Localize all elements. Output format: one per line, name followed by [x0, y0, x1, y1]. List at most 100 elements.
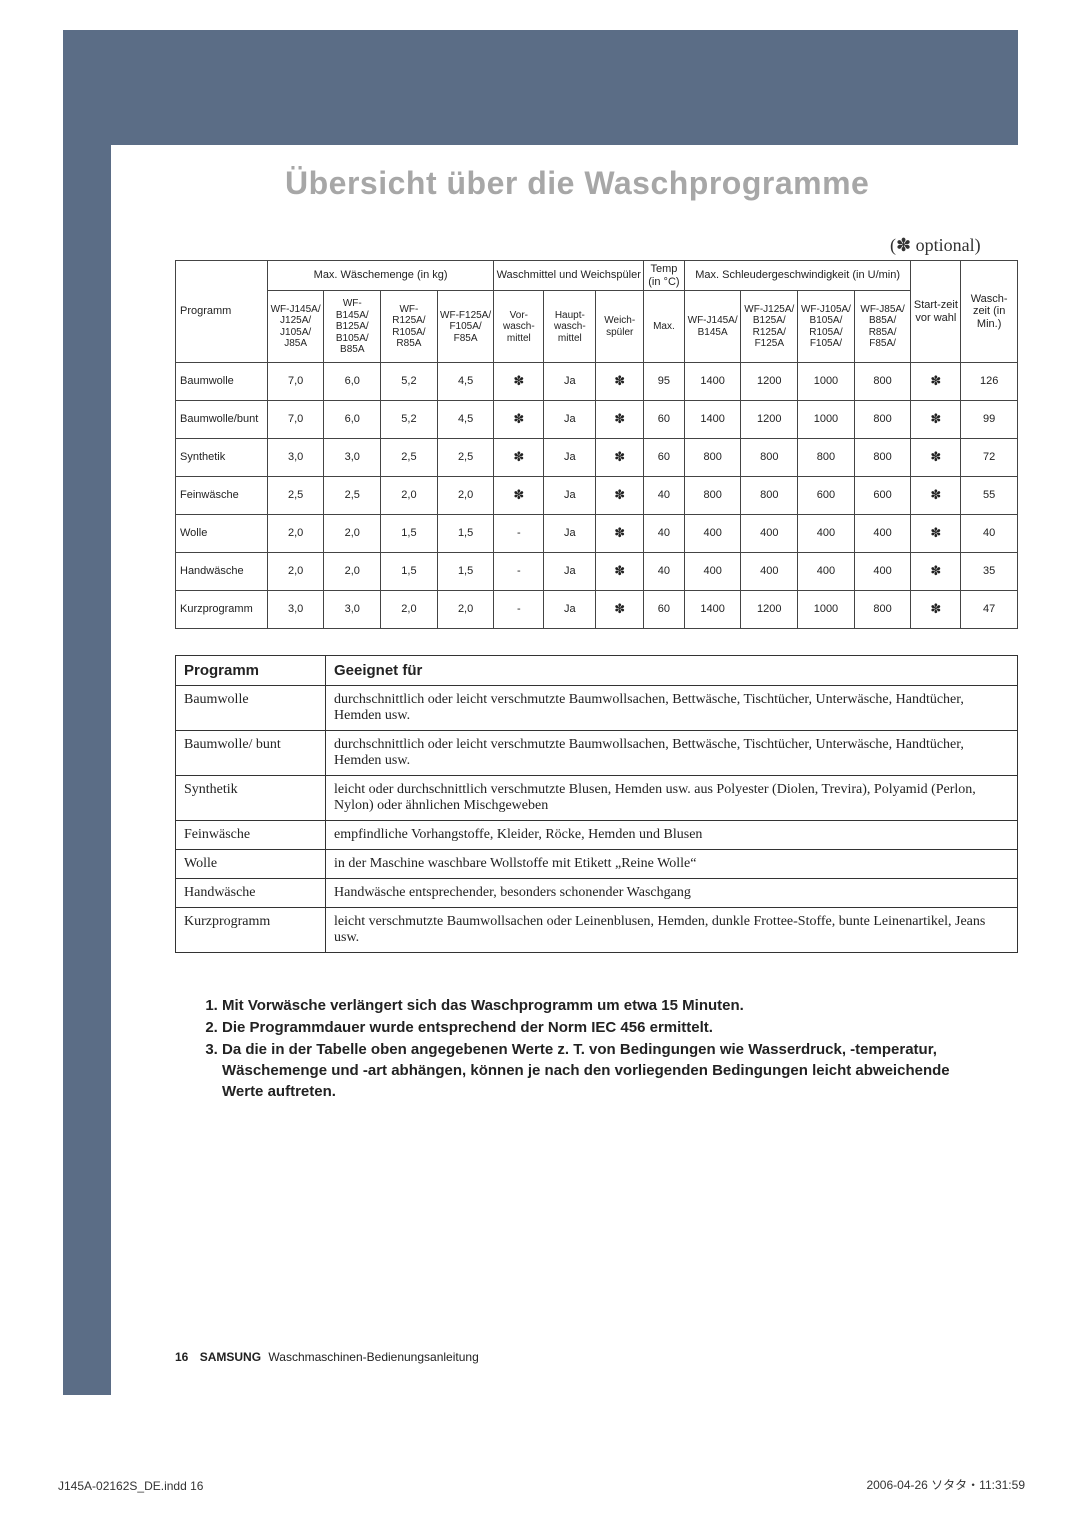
cell: ✽ — [911, 439, 961, 477]
cell: 1,5 — [381, 553, 438, 591]
cell: Ja — [544, 515, 596, 553]
cell: 3,0 — [267, 591, 324, 629]
th-programm: Programm — [176, 261, 268, 363]
cell: ✽ — [911, 363, 961, 401]
sub-load1: WF-J145A/ J125A/ J105A/ J85A — [267, 291, 324, 363]
cell: 800 — [854, 439, 911, 477]
sub-det2: Haupt-wasch-mittel — [544, 291, 596, 363]
sub-load4: WF-F125A/ F105A/ F85A — [437, 291, 494, 363]
cell: 1000 — [798, 363, 855, 401]
programs-table: Programm Max. Wäschemenge (in kg) Waschm… — [175, 260, 1018, 629]
header-band — [110, 30, 1018, 145]
cell: 4,5 — [437, 363, 494, 401]
cell: Ja — [544, 363, 596, 401]
cell: Feinwäsche — [176, 477, 268, 515]
note-3: Da die in der Tabelle oben angegebenen W… — [222, 1039, 995, 1102]
cell: Wolle — [176, 515, 268, 553]
cell: 1,5 — [437, 553, 494, 591]
cell: ✽ — [911, 401, 961, 439]
cell: ✽ — [911, 515, 961, 553]
cell: 400 — [741, 553, 798, 591]
cell: Kurzprogramm — [176, 908, 326, 953]
cell: 1000 — [798, 591, 855, 629]
cell: 400 — [854, 515, 911, 553]
footer-text: Waschmaschinen-Bedienungsanleitung — [268, 1350, 478, 1364]
cell: 800 — [798, 439, 855, 477]
cell: 1200 — [741, 591, 798, 629]
th-detergent: Waschmittel und Weichspüler — [494, 261, 644, 291]
cell: 2,5 — [437, 439, 494, 477]
table-row: Kurzprogramm3,03,02,02,0-Ja✽601400120010… — [176, 591, 1018, 629]
cell: Handwäsche — [176, 879, 326, 908]
cell: 400 — [798, 515, 855, 553]
cell: 2,5 — [267, 477, 324, 515]
brand: SAMSUNG — [200, 1350, 261, 1364]
note-1: Mit Vorwäsche verlängert sich das Waschp… — [222, 995, 995, 1016]
page-number: 16 — [175, 1350, 188, 1364]
cell: Kurzprogramm — [176, 591, 268, 629]
cell: 1400 — [684, 363, 741, 401]
cell: ✽ — [596, 401, 644, 439]
optional-note: (✽ optional) — [890, 235, 981, 256]
cell: 2,0 — [381, 591, 438, 629]
table-row: Baumwolle/bunt7,06,05,24,5✽Ja✽6014001200… — [176, 401, 1018, 439]
cell: - — [494, 553, 544, 591]
table-row: Synthetik3,03,02,52,5✽Ja✽60800800800800✽… — [176, 439, 1018, 477]
cell: 3,0 — [324, 439, 381, 477]
cell: 400 — [684, 553, 741, 591]
cell: Synthetik — [176, 776, 326, 821]
cell: - — [494, 591, 544, 629]
cell: ✽ — [911, 553, 961, 591]
page-title: Übersicht über die Waschprogramme — [285, 165, 869, 202]
cell: 60 — [644, 439, 685, 477]
cell: Baumwolle — [176, 363, 268, 401]
cell: Ja — [544, 477, 596, 515]
cell: 3,0 — [324, 591, 381, 629]
cell: 1200 — [741, 363, 798, 401]
table-row: Handwäsche2,02,01,51,5-Ja✽40400400400400… — [176, 553, 1018, 591]
cell: 35 — [961, 553, 1018, 591]
cell: 5,2 — [381, 363, 438, 401]
table-row: Feinwäsche2,52,52,02,0✽Ja✽40800800600600… — [176, 477, 1018, 515]
table-row: Kurzprogrammleicht verschmutzte Baumwoll… — [176, 908, 1018, 953]
cell: 2,5 — [324, 477, 381, 515]
cell: 2,0 — [324, 553, 381, 591]
cell: 2,0 — [324, 515, 381, 553]
th-load: Max. Wäschemenge (in kg) — [267, 261, 494, 291]
side-band — [63, 30, 111, 1395]
cell: 1200 — [741, 401, 798, 439]
cell: ✽ — [596, 591, 644, 629]
cell: ✽ — [494, 401, 544, 439]
cell: empfindliche Vorhangstoffe, Kleider, Röc… — [326, 821, 1018, 850]
th-spin: Max. Schleudergeschwindigkeit (in U/min) — [684, 261, 911, 291]
cell: 6,0 — [324, 363, 381, 401]
cell: leicht oder durchschnittlich verschmutzt… — [326, 776, 1018, 821]
th-suitable: Geeignet für — [326, 656, 1018, 686]
table-row: Baumwolle7,06,05,24,5✽Ja✽951400120010008… — [176, 363, 1018, 401]
sub-spin2: WF-J125A/ B125A/ R125A/ F125A — [741, 291, 798, 363]
cell: 2,5 — [381, 439, 438, 477]
cell: 800 — [684, 477, 741, 515]
cell: Handwäsche — [176, 553, 268, 591]
cell: Feinwäsche — [176, 821, 326, 850]
crop-mark-right: 2006-04-26 ソタタ・11:31:59 — [866, 1476, 1025, 1493]
cell: 1400 — [684, 591, 741, 629]
cell: 40 — [644, 553, 685, 591]
crop-mark-left: J145A-02162S_DE.indd 16 — [58, 1479, 203, 1493]
cell: 800 — [854, 363, 911, 401]
cell: 800 — [741, 439, 798, 477]
cell: leicht verschmutzte Baumwollsachen oder … — [326, 908, 1018, 953]
table-row: Feinwäscheempfindliche Vorhangstoffe, Kl… — [176, 821, 1018, 850]
cell: ✽ — [911, 477, 961, 515]
cell: ✽ — [596, 363, 644, 401]
cell: 800 — [684, 439, 741, 477]
cell: ✽ — [494, 439, 544, 477]
cell: ✽ — [911, 591, 961, 629]
cell: ✽ — [596, 477, 644, 515]
cell: 95 — [644, 363, 685, 401]
table-row: Synthetikleicht oder durchschnittlich ve… — [176, 776, 1018, 821]
cell: 7,0 — [267, 363, 324, 401]
sub-spin4: WF-J85A/ B85A/ R85A/ F85A/ — [854, 291, 911, 363]
cell: Ja — [544, 401, 596, 439]
cell: 800 — [741, 477, 798, 515]
